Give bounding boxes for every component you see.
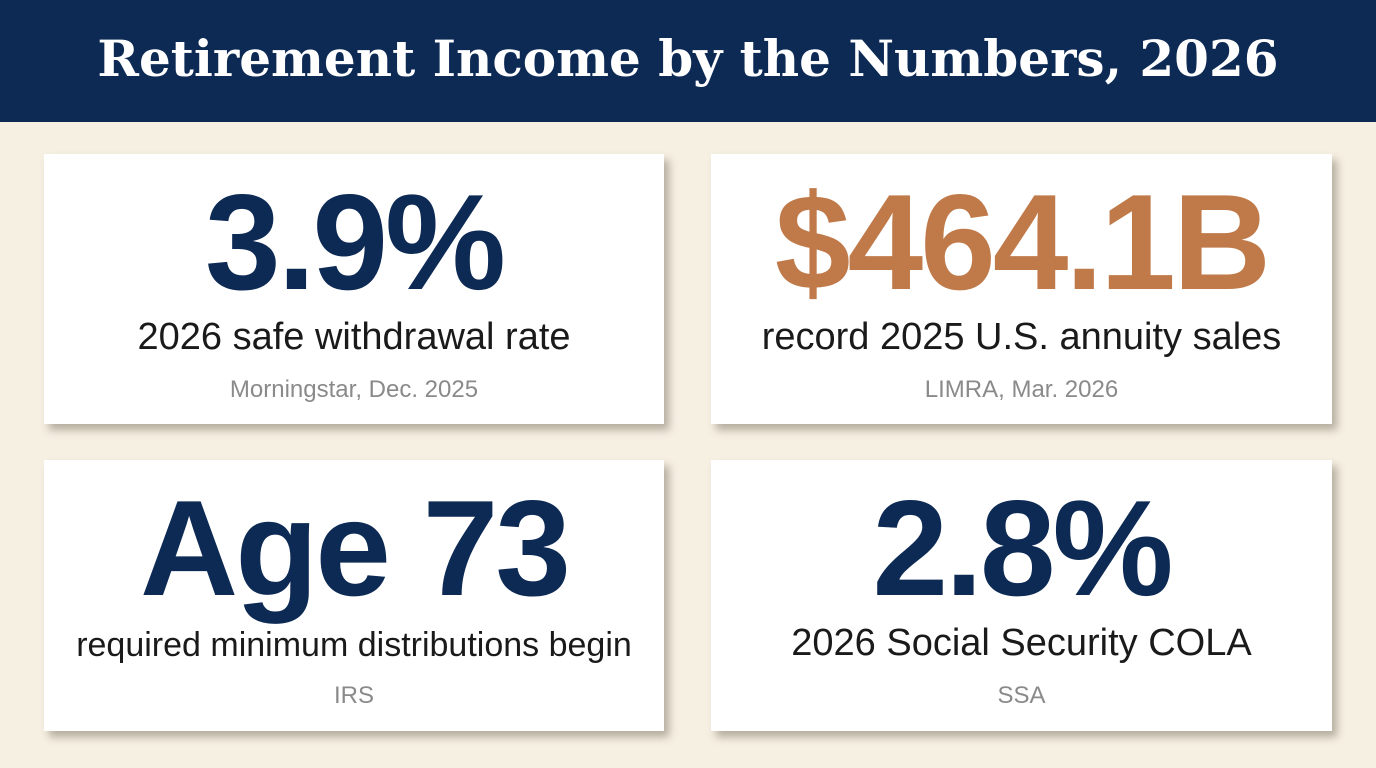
stat-label: 2026 Social Security COLA [791,622,1252,664]
stat-label: required minimum distributions begin [76,626,632,664]
stat-card-annuity-sales: $464.1B record 2025 U.S. annuity sales L… [711,154,1332,424]
stat-source: IRS [333,682,374,709]
stat-value: Age 73 [140,472,571,624]
stat-card-withdrawal-rate: 3.9% 2026 safe withdrawal rate Morningst… [44,154,664,424]
stat-source: LIMRA, Mar. 2026 [924,376,1119,403]
stat-label: 2026 safe withdrawal rate [137,316,571,358]
stat-value: 2.8% [872,472,1174,624]
stat-source: Morningstar, Dec. 2025 [229,376,479,403]
stat-value: $464.1B [774,166,1271,318]
stat-value: 3.9% [205,166,506,318]
stat-card-rmd-age: Age 73 required minimum distributions be… [44,460,664,731]
page-title: Retirement Income by the Numbers, 2026 [97,29,1279,88]
stat-label: record 2025 U.S. annuity sales [761,316,1282,358]
stat-card-social-security-cola: 2.8% 2026 Social Security COLA SSA [711,460,1332,731]
header-banner: Retirement Income by the Numbers, 2026 [0,0,1376,122]
stat-source: SSA [997,682,1046,709]
